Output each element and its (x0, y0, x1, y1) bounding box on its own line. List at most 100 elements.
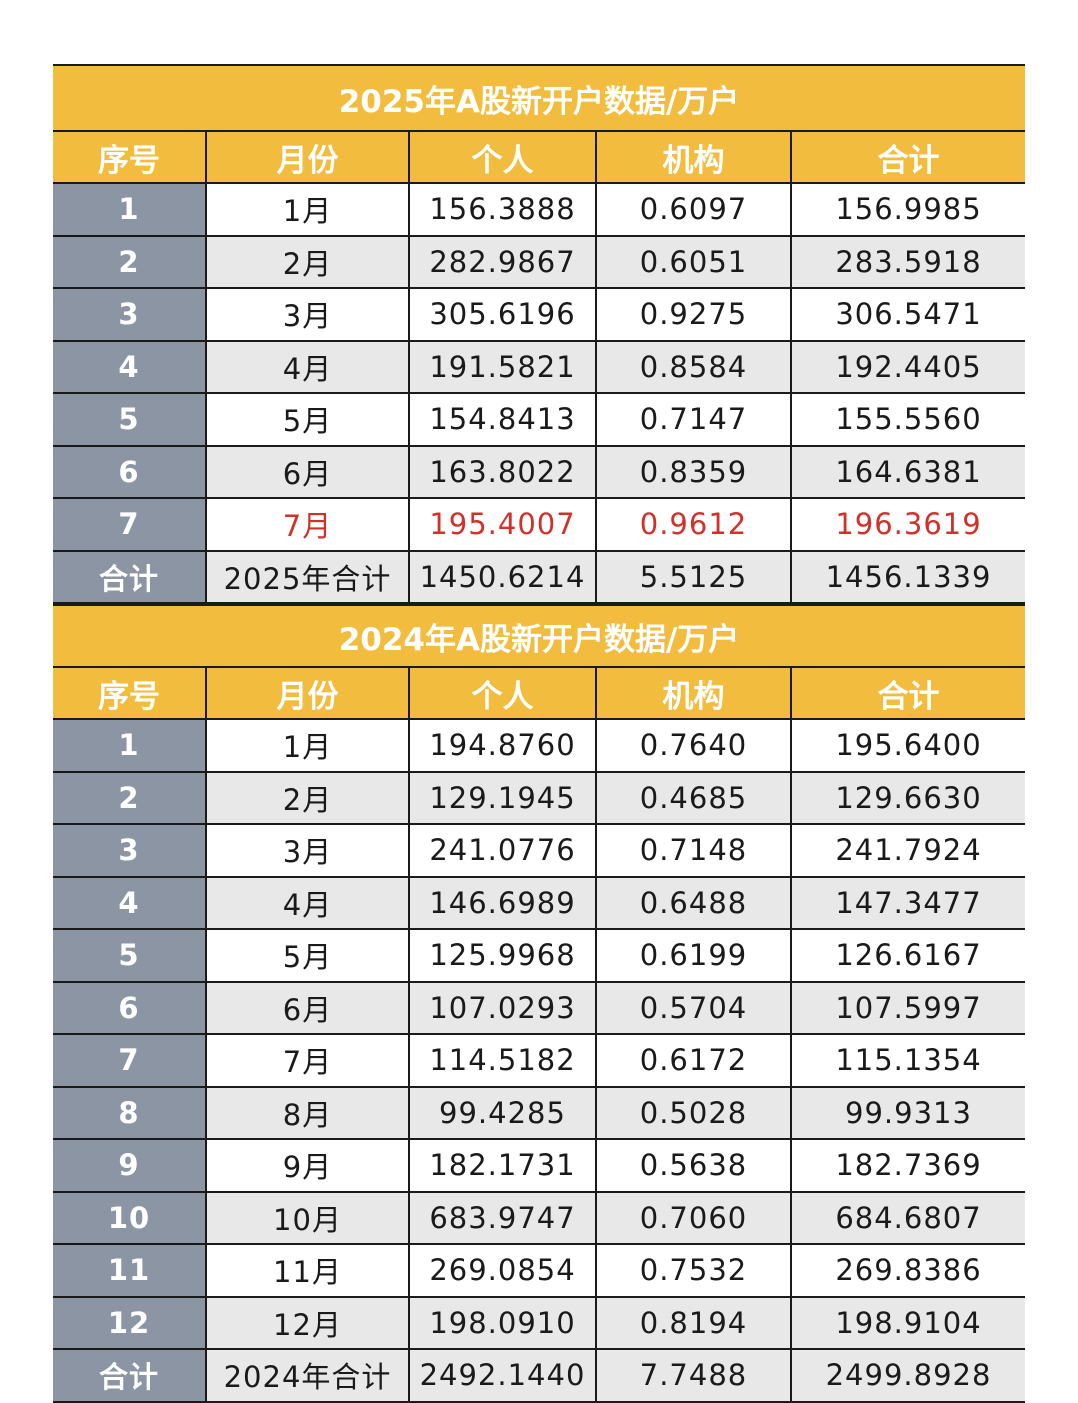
row-institution: 0.7060 (595, 1190, 792, 1245)
table-row: 7 7月 114.5182 0.6172 115.1354 (53, 1033, 1026, 1088)
row-individual: 195.4007 (408, 497, 597, 552)
row-individual: 146.6989 (408, 875, 597, 930)
row-total: 164.6381 (789, 444, 1026, 499)
row-index: 7 (53, 1033, 207, 1088)
row-institution: 0.7147 (595, 392, 792, 447)
row-total: 129.6630 (789, 770, 1026, 825)
row-total: 126.6167 (789, 928, 1026, 983)
row-individual: 107.0293 (408, 980, 597, 1035)
total-row: 合计 2024年合计 2492.1440 7.7488 2499.8928 (53, 1348, 1026, 1403)
row-total: 283.5918 (789, 234, 1026, 289)
row-month: 3月 (205, 287, 410, 342)
row-institution: 0.4685 (595, 770, 792, 825)
row-individual: 683.9747 (408, 1190, 597, 1245)
table-row: 10 10月 683.9747 0.7060 684.6807 (53, 1190, 1026, 1245)
row-individual: 282.9867 (408, 234, 597, 289)
row-month: 12月 (205, 1295, 410, 1350)
row-total: 156.9985 (789, 182, 1026, 237)
row-individual: 156.3888 (408, 182, 597, 237)
row-index: 4 (53, 875, 207, 930)
table-title: 2025年A股新开户数据/万户 (53, 64, 1026, 132)
header-row: 序号 月份 个人 机构 合计 (53, 130, 1026, 184)
row-total: 147.3477 (789, 875, 1026, 930)
row-total: 155.5560 (789, 392, 1026, 447)
row-month: 4月 (205, 339, 410, 394)
row-index: 3 (53, 287, 207, 342)
row-index: 5 (53, 392, 207, 447)
table-row: 2 2月 282.9867 0.6051 283.5918 (53, 234, 1026, 289)
row-institution: 0.7640 (595, 718, 792, 773)
row-individual: 305.6196 (408, 287, 597, 342)
header-month: 月份 (205, 130, 410, 184)
table-body: 1 1月 156.3888 0.6097 156.9985 2 2月 282.9867 0.60… (53, 182, 1026, 604)
table-row: 3 3月 241.0776 0.7148 241.7924 (53, 823, 1026, 878)
row-total: 306.5471 (789, 287, 1026, 342)
total-month: 2025年合计 (205, 549, 410, 604)
row-institution: 0.8359 (595, 444, 792, 499)
table-2025: 2025年A股新开户数据/万户 序号 月份 个人 机构 合计 1 1月 156.38… (53, 64, 1026, 604)
table-row: 2 2月 129.1945 0.4685 129.6630 (53, 770, 1026, 825)
row-institution: 0.8584 (595, 339, 792, 394)
header-total: 合计 (789, 130, 1026, 184)
row-individual: 114.5182 (408, 1033, 597, 1088)
row-individual: 191.5821 (408, 339, 597, 394)
row-index: 4 (53, 339, 207, 394)
row-month: 5月 (205, 928, 410, 983)
row-institution: 0.6097 (595, 182, 792, 237)
header-month: 月份 (205, 666, 410, 720)
row-month: 4月 (205, 875, 410, 930)
row-individual: 194.8760 (408, 718, 597, 773)
row-month: 2月 (205, 770, 410, 825)
row-individual: 163.8022 (408, 444, 597, 499)
row-individual: 198.0910 (408, 1295, 597, 1350)
table-row: 4 4月 146.6989 0.6488 147.3477 (53, 875, 1026, 930)
row-total: 195.6400 (789, 718, 1026, 773)
row-index: 1 (53, 182, 207, 237)
row-individual: 154.8413 (408, 392, 597, 447)
table-body: 1 1月 194.8760 0.7640 195.6400 2 2月 129.1945 0.46… (53, 718, 1026, 1403)
row-total: 182.7369 (789, 1138, 1026, 1193)
header-row: 序号 月份 个人 机构 合计 (53, 666, 1026, 720)
table-row: 4 4月 191.5821 0.8584 192.4405 (53, 339, 1026, 394)
header-index: 序号 (53, 666, 207, 720)
row-month: 1月 (205, 718, 410, 773)
row-index: 6 (53, 444, 207, 499)
row-total: 269.8386 (789, 1243, 1026, 1298)
row-institution: 0.6199 (595, 928, 792, 983)
header-total: 合计 (789, 666, 1026, 720)
row-institution: 0.7532 (595, 1243, 792, 1298)
row-institution: 0.9612 (595, 497, 792, 552)
row-month: 3月 (205, 823, 410, 878)
row-total: 192.4405 (789, 339, 1026, 394)
row-month: 1月 (205, 182, 410, 237)
row-index: 11 (53, 1243, 207, 1298)
row-institution: 0.5704 (595, 980, 792, 1035)
header-index: 序号 (53, 130, 207, 184)
header-individual: 个人 (408, 666, 597, 720)
row-index: 5 (53, 928, 207, 983)
row-index: 7 (53, 497, 207, 552)
row-individual: 269.0854 (408, 1243, 597, 1298)
table-title-row: 2025年A股新开户数据/万户 (53, 64, 1026, 132)
row-index: 9 (53, 1138, 207, 1193)
row-total: 107.5997 (789, 980, 1026, 1035)
row-index: 10 (53, 1190, 207, 1245)
row-individual: 125.9968 (408, 928, 597, 983)
total-total: 1456.1339 (789, 549, 1026, 604)
row-total: 241.7924 (789, 823, 1026, 878)
row-index: 8 (53, 1085, 207, 1140)
row-index: 12 (53, 1295, 207, 1350)
total-individual: 1450.6214 (408, 549, 597, 604)
table-row: 5 5月 154.8413 0.7147 155.5560 (53, 392, 1026, 447)
data-tables: 2025年A股新开户数据/万户 序号 月份 个人 机构 合计 1 1月 156.38… (53, 64, 1026, 1403)
total-index: 合计 (53, 1348, 207, 1403)
row-institution: 0.7148 (595, 823, 792, 878)
row-month: 2月 (205, 234, 410, 289)
row-institution: 0.5028 (595, 1085, 792, 1140)
row-month: 9月 (205, 1138, 410, 1193)
row-total: 196.3619 (789, 497, 1026, 552)
row-total: 99.9313 (789, 1085, 1026, 1140)
row-institution: 0.6051 (595, 234, 792, 289)
row-institution: 0.8194 (595, 1295, 792, 1350)
row-month: 8月 (205, 1085, 410, 1140)
